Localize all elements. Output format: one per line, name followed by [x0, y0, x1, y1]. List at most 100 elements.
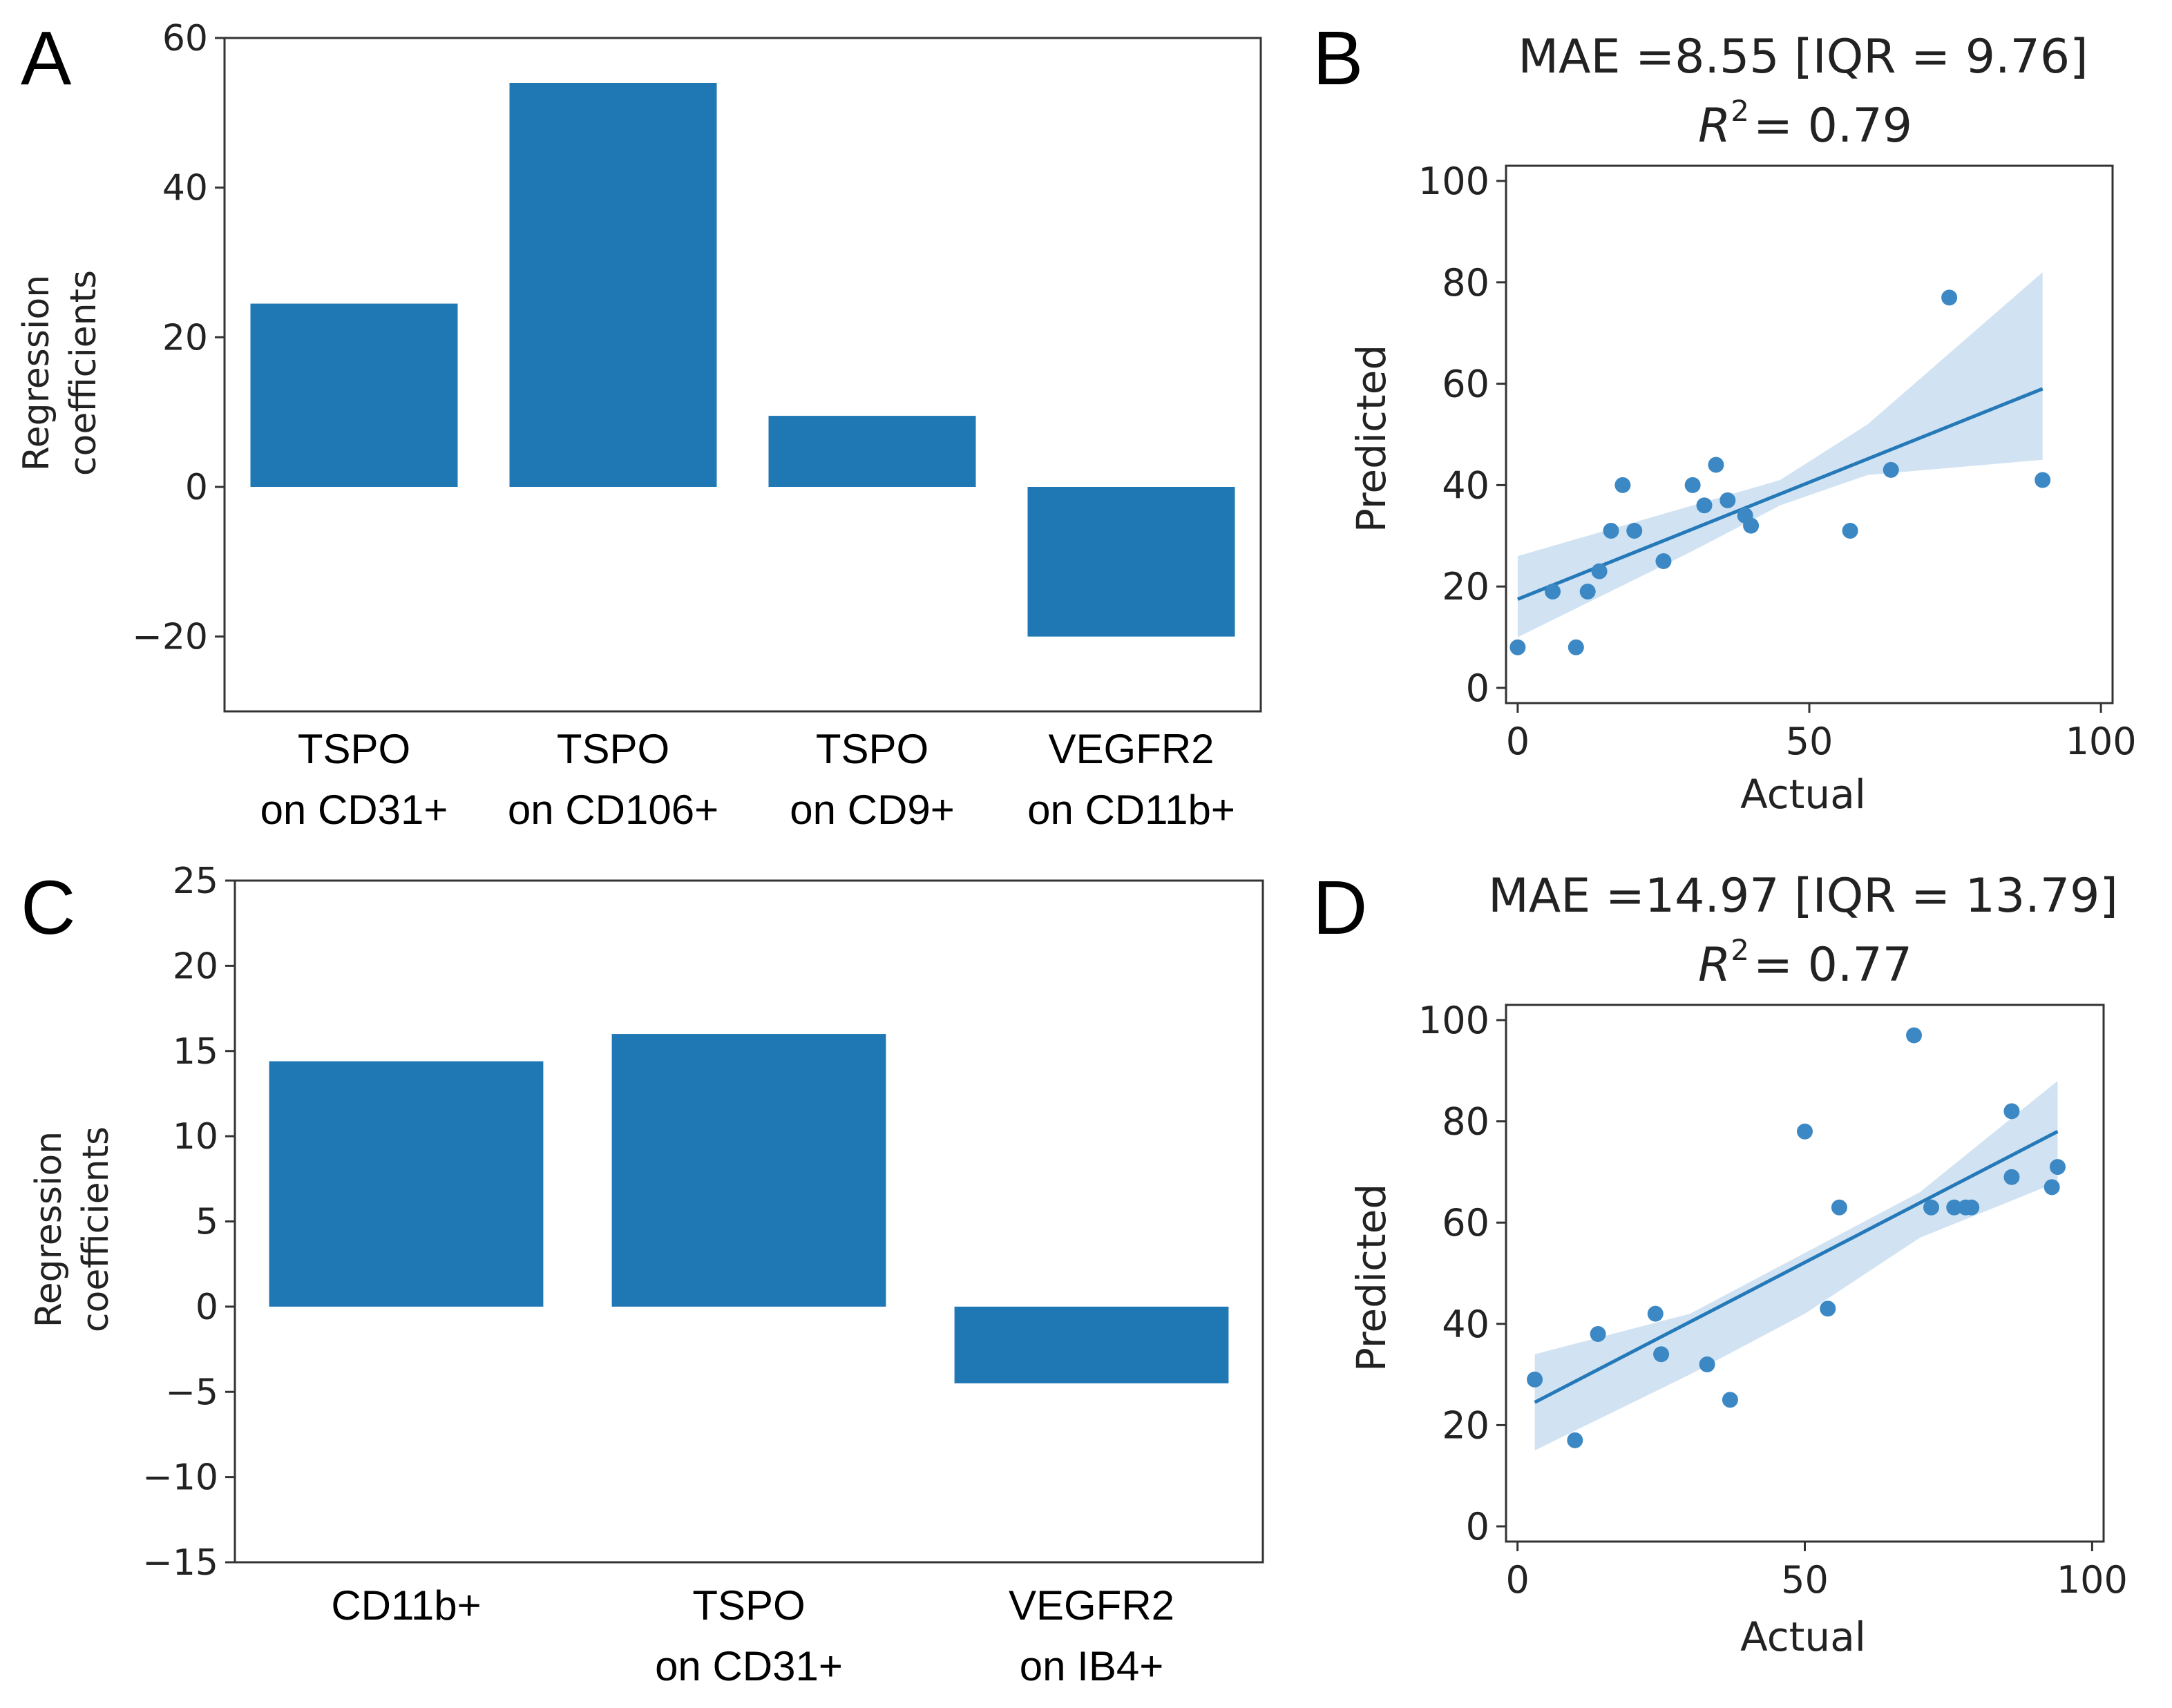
panel-a-category-label-1-line-2: on CD31+ — [260, 787, 448, 833]
panel-b-title-line-1: MAE =8.55 [IQR = 9.76] — [1518, 30, 2088, 84]
panel-b-point-16 — [1842, 522, 1858, 539]
panel-c-ytick-label-4: 0 — [196, 1287, 218, 1328]
panel-d-ylabel: Predicted — [1348, 1184, 1395, 1372]
panel-a-ytick-label-1: −20 — [132, 617, 208, 658]
panel-d-xlabel: Actual — [1740, 1613, 1866, 1660]
panel-d-regression-line — [1534, 1130, 2059, 1404]
panel-c-category-label-1-line-1: CD11b+ — [331, 1582, 481, 1629]
panel-c-ylabel-line-2: coefficients — [75, 1126, 117, 1332]
panel-b-regression-line — [1516, 387, 2044, 601]
panel-b-point-6 — [1603, 522, 1619, 539]
panel-a-category-label-1-line-1: TSPO — [298, 726, 410, 772]
panel-d-point-9 — [1820, 1301, 1836, 1317]
panel-c-bar-3 — [954, 1306, 1229, 1383]
panel-c-ytick-label-9: 25 — [173, 861, 218, 902]
panel-b-ytick-label-6: 100 — [1418, 160, 1489, 203]
panel-b-point-17 — [1883, 461, 1899, 478]
panel-b-point-2 — [1545, 584, 1561, 600]
panel-b-point-15 — [1743, 517, 1760, 534]
panel-b-point-5 — [1591, 563, 1608, 579]
panel-d-point-2 — [1567, 1432, 1583, 1448]
panel-c-ytick-label-3: −5 — [165, 1372, 218, 1413]
panel-d-xtick-label-2: 50 — [1781, 1558, 1829, 1602]
panel-a-bar-chart: TSPO on CD31+ TSPO on CD106+ TSPO on CD9+ VEGF… — [16, 18, 1262, 833]
panel-d-ytick-label-5: 80 — [1442, 1100, 1489, 1144]
panel-d-ytick-label-2: 20 — [1442, 1403, 1489, 1447]
panel-b-ytick-label-5: 80 — [1442, 261, 1489, 305]
panel-d-ytick-label-6: 100 — [1418, 999, 1489, 1042]
panel-d-point-16 — [2003, 1103, 2020, 1120]
panel-letter-a: A — [21, 16, 72, 101]
panel-c-bar-2 — [611, 1034, 886, 1307]
panel-d-point-4 — [1647, 1305, 1664, 1322]
panel-c-bar-chart: CD11b+ TSPO on CD31+ VEGFR2 on IB4+ −15 −10 −5 0… — [28, 861, 1264, 1689]
panel-b-point-13 — [1720, 492, 1736, 508]
panel-b-ytick-label-3: 40 — [1442, 463, 1489, 507]
panel-d-scatter-chart: MAE =14.97 [IQR = 13.79] R2 = 0.77 0 50 10… — [1348, 869, 2128, 1660]
panel-b-plot-frame — [1505, 164, 2114, 704]
panel-a-ytick-label-2: 0 — [185, 467, 208, 508]
panel-d-point-17 — [2003, 1169, 2020, 1185]
panel-a-bar-3 — [768, 416, 976, 487]
panel-a-category-label-4-line-2: on CD11b+ — [1027, 787, 1235, 833]
panel-a-ytick-label-5: 60 — [162, 18, 208, 59]
panel-d-point-10 — [1831, 1199, 1847, 1216]
panel-c-ylabel-line-1: Regression — [28, 1131, 70, 1327]
panel-d-point-8 — [1797, 1123, 1813, 1140]
panel-a-bar-4 — [1027, 487, 1235, 637]
panel-d-xtick-label-1: 0 — [1505, 1558, 1529, 1602]
panel-d-ytick-label-3: 40 — [1442, 1303, 1489, 1346]
panel-letter-b: B — [1313, 16, 1363, 101]
panel-b-xtick-label-2: 50 — [1786, 720, 1833, 763]
panel-d-title-line-1: MAE =14.97 [IQR = 13.79] — [1488, 869, 2118, 923]
panel-c-category-label-3-line-2: on IB4+ — [1020, 1643, 1164, 1689]
panel-b-title-r2-value: = 0.79 — [1753, 99, 1912, 153]
panel-b-point-1 — [1509, 639, 1526, 655]
panel-d-point-7 — [1722, 1392, 1738, 1408]
panel-letter-d: D — [1313, 865, 1367, 950]
panel-b-point-18 — [1941, 289, 1958, 306]
panel-b-point-4 — [1579, 584, 1596, 600]
panel-letter-c: C — [21, 865, 75, 950]
panel-c-ytick-label-7: 15 — [173, 1031, 218, 1073]
panel-d-ytick-label-4: 60 — [1442, 1201, 1489, 1245]
panel-d-plot-frame — [1505, 1004, 2105, 1543]
panel-c-ytick-label-6: 10 — [173, 1116, 218, 1158]
panel-b-ytick-label-2: 20 — [1442, 565, 1489, 608]
panel-a-category-label-3-line-1: TSPO — [816, 726, 928, 772]
panel-b-point-8 — [1626, 522, 1643, 539]
panel-c-plot-area: CD11b+ TSPO on CD31+ VEGFR2 on IB4+ −15 −10 −5 0… — [142, 861, 1264, 1689]
panel-a-ytick-label-3: 20 — [162, 317, 208, 358]
panel-a-plot-frame — [223, 37, 1262, 713]
panel-d-ytick-label-1: 0 — [1466, 1505, 1489, 1548]
panel-c-bar-1 — [269, 1061, 544, 1307]
panel-c-ytick-label-8: 20 — [173, 946, 218, 987]
panel-b-point-3 — [1568, 639, 1584, 655]
panel-b-point-19 — [2035, 472, 2051, 488]
panel-a-plot-area: TSPO on CD31+ TSPO on CD106+ TSPO on CD9+ VEGF… — [132, 18, 1262, 833]
panel-a-category-label-3-line-2: on CD9+ — [790, 787, 954, 833]
panel-a-category-label-4-line-1: VEGFR2 — [1048, 726, 1214, 772]
panel-d-point-3 — [1590, 1325, 1606, 1342]
panel-b-scatter-chart: MAE =8.55 [IQR = 9.76] R2 = 0.79 0 50 1000… — [1348, 30, 2137, 818]
panel-c-ytick-label-5: 5 — [196, 1202, 218, 1243]
panel-d-point-15 — [1963, 1199, 1980, 1216]
panel-c-plot-frame — [234, 879, 1264, 1564]
panel-d-point-12 — [1923, 1199, 1939, 1216]
panel-a-ylabel-line-1: Regression — [16, 275, 57, 471]
panel-c-category-label-3-line-1: VEGFR2 — [1009, 1582, 1174, 1629]
panel-a-bar-2 — [509, 83, 717, 487]
panel-a-ylabel-line-2: coefficients — [63, 270, 104, 476]
panel-c-category-label-2-line-1: TSPO — [692, 1582, 805, 1629]
panel-d-title-r2-value: = 0.77 — [1753, 938, 1912, 992]
panel-a-bar-1 — [250, 303, 458, 487]
panel-b-plot-area: 0 50 100 0 20 40 60 80 100 — [1418, 160, 2137, 763]
panel-d-xtick-label-3: 100 — [2057, 1558, 2128, 1602]
panel-b-point-12 — [1708, 457, 1724, 473]
panel-d-point-5 — [1653, 1346, 1670, 1363]
panel-c-ytick-label-1: −15 — [142, 1542, 218, 1584]
panel-d-point-6 — [1699, 1356, 1715, 1372]
panel-c-ytick-label-2: −10 — [142, 1457, 218, 1499]
panel-b-point-11 — [1696, 497, 1713, 514]
panel-b-xlabel: Actual — [1740, 771, 1866, 818]
